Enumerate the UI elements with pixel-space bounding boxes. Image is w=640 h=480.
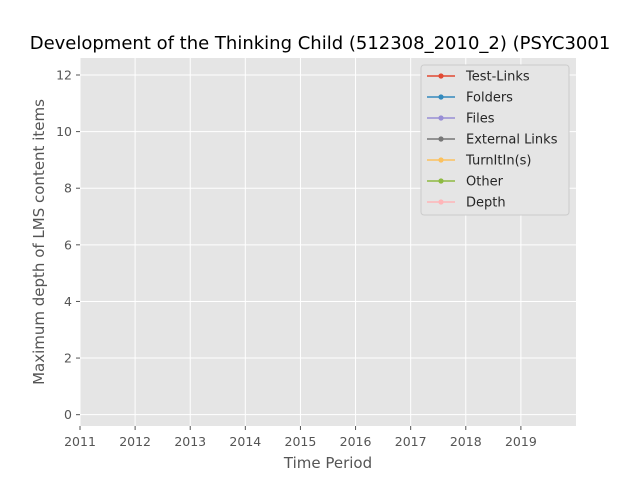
y-axis-label: Maximum depth of LMS content items [30, 99, 48, 385]
x-tick-label: 2011 [64, 434, 96, 449]
x-tick-label: 2012 [119, 434, 151, 449]
x-tick-label: 2013 [174, 434, 206, 449]
legend-label: Files [466, 112, 495, 127]
x-tick-label: 2018 [450, 434, 482, 449]
legend-marker [438, 157, 444, 163]
y-axis-ticks: 0 2 4 6 8 10 12 [56, 67, 80, 422]
y-tick-label: 0 [64, 407, 72, 422]
legend: Test-Links Folders Files External Links Turn… [420, 64, 570, 216]
x-tick-label: 2014 [229, 434, 261, 449]
chart-title: Development of the Thinking Child (51230… [30, 33, 611, 54]
legend-marker [438, 73, 444, 79]
y-tick-label: 2 [64, 351, 72, 366]
legend-box [420, 64, 570, 216]
y-tick-label: 8 [64, 181, 72, 196]
legend-marker [438, 178, 444, 184]
legend-label: Other [466, 175, 504, 190]
x-axis-ticks: 2011 2012 2013 2014 2015 2016 2017 2018 2019 [64, 426, 537, 449]
legend-label: Depth [466, 196, 506, 211]
legend-marker [438, 199, 444, 205]
y-tick-label: 6 [64, 237, 72, 252]
x-axis-label: Time Period [283, 454, 372, 472]
legend-marker [438, 94, 444, 100]
legend-marker [438, 115, 444, 121]
y-tick-label: 12 [56, 67, 72, 82]
x-tick-label: 2016 [340, 434, 372, 449]
y-tick-label: 10 [56, 124, 72, 139]
y-tick-label: 4 [64, 294, 72, 309]
legend-label: External Links [466, 133, 558, 148]
legend-label: Test-Links [465, 70, 530, 85]
x-tick-label: 2017 [395, 434, 427, 449]
legend-label: TurnItIn(s) [465, 154, 531, 169]
x-tick-label: 2019 [505, 434, 537, 449]
legend-label: Folders [466, 91, 513, 106]
legend-marker [438, 136, 444, 142]
x-tick-label: 2015 [285, 434, 317, 449]
